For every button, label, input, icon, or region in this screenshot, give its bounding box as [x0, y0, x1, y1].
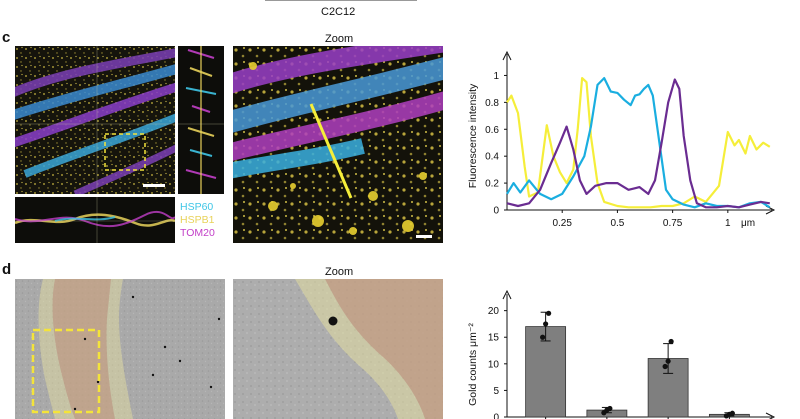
panel-letter-d: d: [2, 261, 12, 278]
x-tick-label: 0.75: [663, 218, 683, 229]
line-profile: [309, 103, 353, 199]
data-point: [546, 310, 552, 316]
data-point: [543, 321, 549, 327]
series-line-1: [506, 77, 771, 209]
legend-hsp60: HSP60: [180, 201, 214, 213]
scale-bar-main: [143, 184, 165, 187]
em-image-main: [15, 279, 225, 419]
y-tick-label: 10: [488, 359, 500, 370]
series-line-2: [506, 78, 770, 209]
panel-letter-c: c: [2, 29, 11, 46]
scale-bar-zoom: [416, 235, 432, 238]
y-tick-label: 0.2: [485, 179, 499, 190]
x-tick-label: 1: [725, 218, 731, 229]
gold-counts-bar-chart: 0 5 10 15 20 Gold counts μm⁻²: [467, 290, 776, 419]
y-axis-arrow: [502, 50, 512, 61]
y-tick-label: 0: [493, 206, 499, 217]
y-tick-label: 1: [493, 71, 499, 82]
y-axis-label: Gold counts μm⁻²: [467, 323, 479, 406]
zoom-label-c: Zoom: [325, 33, 354, 45]
y-tick-label: 0.6: [485, 125, 499, 136]
fluorescence-profile-chart: 0 0.2 0.4 0.6 0.8 1 0.25 0.5 0.75 1 μm Fluorescence…: [467, 50, 776, 229]
legend-hspb1: HSPB1: [180, 214, 215, 226]
series-line-0: [506, 77, 771, 209]
data-point: [607, 405, 613, 412]
orthogonal-view-yz: [178, 46, 224, 194]
orthogonal-view-xz: [15, 197, 175, 243]
data-point: [665, 358, 671, 364]
confocal-image-zoom: [233, 46, 443, 243]
bar-0: [525, 326, 567, 418]
y-tick-label: 0.8: [485, 98, 499, 109]
y-tick-label: 5: [493, 386, 499, 397]
zoom-label-d: Zoom: [325, 266, 354, 278]
x-unit-label: μm: [741, 218, 755, 229]
zoom-region-box-c: [104, 133, 146, 171]
channel-legend: HSP60 HSPB1 TOM20: [180, 201, 215, 240]
x-tick-label: 0.25: [552, 218, 572, 229]
legend-tom20: TOM20: [180, 227, 215, 239]
y-axis-arrow: [502, 290, 512, 300]
y-axis-label: Fluorescence intensity: [467, 83, 479, 188]
x-tick-label: 0.5: [610, 218, 624, 229]
y-tick-label: 20: [488, 306, 500, 317]
data-point: [540, 334, 546, 340]
y-tick-label: 0: [493, 413, 499, 419]
data-point: [668, 338, 674, 345]
x-axis-arrow: [765, 412, 776, 419]
y-tick-label: 15: [488, 333, 500, 344]
y-tick-label: 0.4: [485, 152, 499, 163]
zoom-region-box-d: [31, 328, 101, 414]
header-rule: [265, 0, 417, 1]
data-point: [729, 410, 735, 416]
em-image-zoom: [233, 279, 443, 419]
confocal-image-main: [15, 46, 175, 194]
data-point: [662, 363, 668, 370]
group-label: C2C12: [321, 6, 356, 18]
